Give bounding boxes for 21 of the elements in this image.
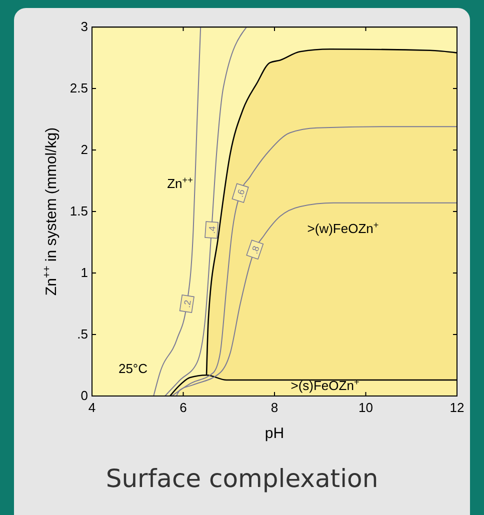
x-axis-title: pH: [264, 425, 284, 442]
y-tick-label: 0: [80, 388, 88, 403]
y-tick-label: 2.5: [70, 80, 88, 96]
series-label: .2: [182, 299, 193, 308]
y-tick-label: 3: [80, 19, 88, 34]
y-tick-label: 1.5: [70, 204, 88, 218]
y-tick-label: 2: [80, 142, 88, 157]
annotation: >(w)FeOZn$^{+}$: [307, 220, 379, 236]
annotation: Zn$^{++}$: [167, 175, 193, 191]
y-tick-label: .5: [77, 326, 88, 342]
x-tick-label: 6: [180, 400, 187, 415]
x-tick-label: 4: [88, 400, 96, 415]
y-tick-label: 1: [80, 265, 88, 280]
x-tick-label: 10: [358, 400, 373, 415]
series-label: .4: [206, 226, 218, 234]
text: Surface complexation: [106, 464, 378, 493]
series-label: .6: [234, 188, 247, 198]
annotation: 25°C: [118, 361, 148, 376]
x-tick-label: 12: [450, 400, 464, 415]
x-tick-label: 8: [270, 400, 278, 415]
series-label: .8: [249, 244, 262, 255]
